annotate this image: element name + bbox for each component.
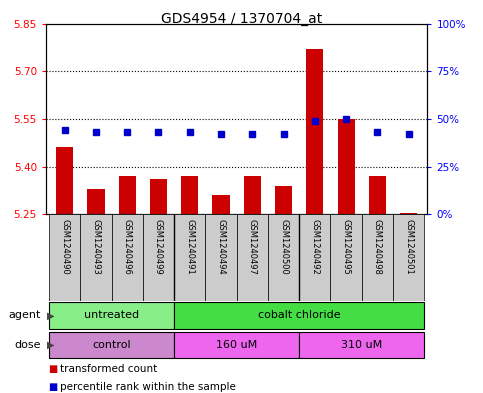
Bar (112, 214, 143, 301)
Bar (338, 119, 355, 214)
Text: GSM1240497: GSM1240497 (248, 219, 257, 274)
Text: GSM1240496: GSM1240496 (123, 219, 132, 274)
Bar (181, 176, 199, 214)
Bar (56, 147, 73, 214)
Bar (174, 214, 205, 301)
Text: GSM1240492: GSM1240492 (311, 219, 319, 274)
Text: ▶: ▶ (47, 310, 55, 320)
Bar (80, 214, 112, 301)
Bar (150, 179, 167, 214)
Text: ▶: ▶ (47, 340, 55, 350)
Text: 310 uM: 310 uM (341, 340, 383, 350)
Bar (400, 213, 417, 214)
Bar (174, 332, 299, 358)
Bar (49, 214, 80, 301)
Bar (306, 49, 324, 214)
Text: GSM1240494: GSM1240494 (216, 219, 226, 274)
Text: untreated: untreated (84, 310, 139, 320)
Text: GSM1240491: GSM1240491 (185, 219, 194, 274)
Text: control: control (92, 340, 131, 350)
Bar (362, 214, 393, 301)
Bar (119, 176, 136, 214)
Text: dose: dose (14, 340, 41, 350)
Text: GSM1240495: GSM1240495 (341, 219, 351, 274)
Bar (49, 332, 174, 358)
Text: GSM1240498: GSM1240498 (373, 219, 382, 274)
Bar (244, 176, 261, 214)
Text: cobalt chloride: cobalt chloride (258, 310, 341, 320)
Text: transformed count: transformed count (60, 364, 157, 374)
Text: GSM1240500: GSM1240500 (279, 219, 288, 274)
Bar (369, 176, 386, 214)
Bar (330, 214, 362, 301)
Bar (174, 302, 425, 329)
Text: GDS4954 / 1370704_at: GDS4954 / 1370704_at (161, 12, 322, 26)
Text: GSM1240490: GSM1240490 (60, 219, 69, 274)
Text: GSM1240493: GSM1240493 (91, 219, 100, 274)
Bar (393, 214, 425, 301)
Bar (237, 214, 268, 301)
Bar (143, 214, 174, 301)
Text: 160 uM: 160 uM (216, 340, 257, 350)
Bar (268, 214, 299, 301)
Bar (299, 332, 425, 358)
Bar (299, 214, 330, 301)
Bar (205, 214, 237, 301)
Text: percentile rank within the sample: percentile rank within the sample (60, 382, 236, 392)
Text: GSM1240499: GSM1240499 (154, 219, 163, 274)
Bar (275, 185, 292, 214)
Text: agent: agent (9, 310, 41, 320)
Bar (87, 189, 104, 214)
Text: GSM1240501: GSM1240501 (404, 219, 413, 274)
Text: ■: ■ (48, 364, 57, 374)
Bar (213, 195, 229, 214)
Text: ■: ■ (48, 382, 57, 392)
Bar (49, 302, 174, 329)
